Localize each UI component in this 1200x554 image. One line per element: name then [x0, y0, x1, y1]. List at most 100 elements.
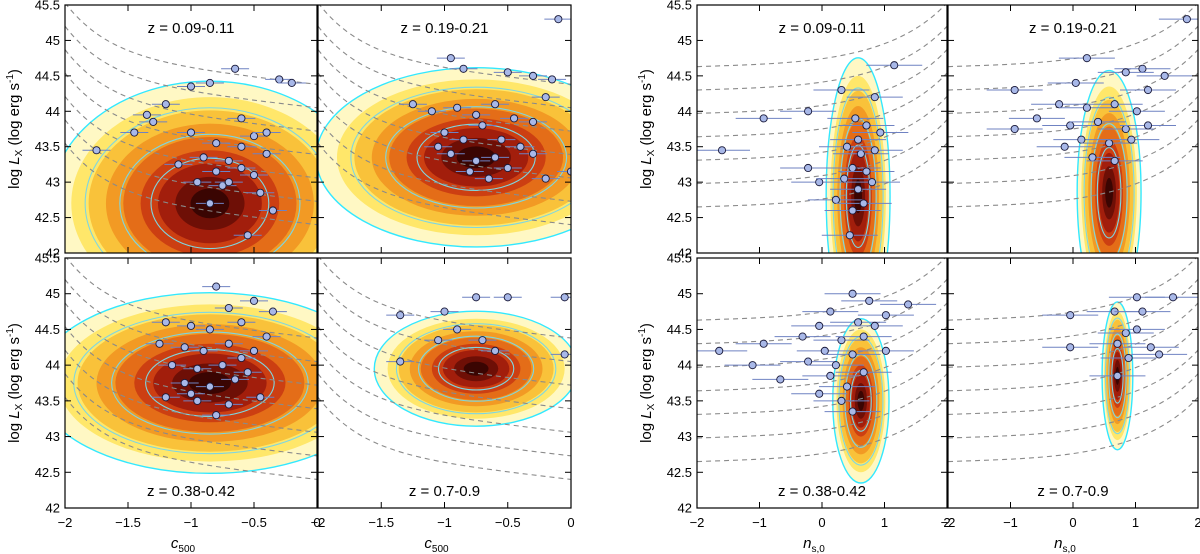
data-point — [820, 346, 829, 355]
y-tick-label: 43 — [46, 429, 60, 444]
y-tick-label: 42.5 — [35, 210, 60, 225]
y-tick-label: 43.5 — [667, 393, 692, 408]
selection-curve — [318, 49, 571, 132]
data-point — [845, 231, 854, 240]
data-point — [859, 199, 868, 208]
y-tick-label: 44 — [46, 358, 60, 373]
y-tick-label: 45.5 — [667, 251, 692, 266]
plot-area — [948, 258, 1198, 463]
data-point — [541, 93, 550, 102]
data-point — [859, 332, 868, 341]
data-point — [205, 382, 214, 391]
data-point — [831, 195, 840, 204]
data-point — [168, 361, 177, 370]
data-point — [396, 357, 405, 366]
data-point — [193, 178, 202, 187]
data-point — [446, 149, 455, 158]
y-tick-label: 43.5 — [35, 393, 60, 408]
data-point — [1121, 124, 1130, 134]
data-point — [149, 117, 158, 126]
data-point — [842, 142, 852, 151]
data-point — [212, 282, 221, 291]
data-point — [1010, 85, 1019, 95]
density-contour — [395, 323, 557, 415]
selection-curve — [318, 326, 571, 410]
density-contour — [1083, 96, 1135, 253]
y-tick-label: 44 — [678, 358, 692, 373]
data-point — [484, 174, 493, 183]
data-point — [717, 146, 727, 155]
y-tick-label: 43.5 — [35, 139, 60, 154]
data-point — [224, 339, 233, 348]
selection-curve — [948, 373, 1198, 439]
density-contour — [350, 86, 571, 229]
data-point — [547, 75, 557, 84]
panel-frame — [696, 257, 948, 509]
selection-curve — [65, 96, 317, 179]
selection-curve — [65, 49, 317, 132]
data-point — [1127, 135, 1136, 144]
data-point — [180, 343, 189, 352]
density-contour — [119, 133, 301, 253]
data-point — [193, 396, 202, 405]
selection-curve — [697, 119, 947, 185]
plot-area — [65, 258, 317, 480]
data-point — [1060, 142, 1069, 151]
data-point — [186, 389, 196, 398]
data-point — [560, 293, 569, 302]
density-contour — [150, 157, 270, 250]
data-point — [854, 185, 863, 194]
x-tick-label: 1 — [881, 515, 888, 530]
selection-curve — [948, 326, 1198, 392]
y-tick-label: 44.5 — [667, 322, 692, 337]
data-point — [186, 82, 196, 91]
data-point — [205, 199, 214, 208]
x-tick-label: −1.5 — [115, 515, 141, 530]
data-point — [408, 100, 417, 109]
data-point — [199, 346, 208, 355]
density-contour — [318, 67, 571, 248]
x-tick-label: 0 — [818, 515, 825, 530]
data-point — [776, 375, 785, 384]
y-tick-label: 42.5 — [35, 465, 60, 480]
selection-curve — [65, 142, 317, 226]
data-point — [503, 68, 512, 77]
y-axis-label: log LX (log erg s-1) — [5, 69, 25, 189]
data-point — [205, 325, 214, 334]
density-contour — [373, 310, 571, 427]
density-contour — [84, 107, 317, 253]
data-point — [529, 149, 538, 158]
panel-right-bottom-left: −2 −1 0 1 2 42 42.5 43 43.5 44 44.5 45 45.5 z = 0.38-… — [637, 251, 951, 554]
data-point — [491, 153, 500, 162]
y-tick-label: 42.5 — [667, 210, 692, 225]
data-point — [890, 61, 899, 70]
data-point — [268, 206, 277, 215]
density-contour — [1090, 123, 1128, 253]
data-point — [193, 364, 202, 373]
x-tick-label: −2 — [941, 515, 956, 530]
data-point — [837, 336, 846, 345]
data-point — [256, 393, 265, 402]
selection-curve — [697, 5, 946, 68]
selection-curve — [948, 396, 1198, 463]
selection-curve — [66, 258, 317, 339]
data-point — [440, 307, 449, 316]
data-point — [161, 318, 170, 327]
data-point — [759, 114, 768, 123]
data-point — [186, 128, 196, 137]
x-tick-label: 2 — [943, 515, 950, 530]
data-point — [212, 411, 221, 420]
density-contour — [416, 123, 536, 192]
panel-left-top-left: 42 42.5 43 43.5 44 44.5 45 45.5 z = 0.09-0.11 log… — [5, 0, 318, 261]
redshift-label: z = 0.7-0.9 — [1037, 483, 1108, 500]
y-tick-label: 43 — [46, 175, 60, 190]
data-point — [142, 110, 151, 119]
data-point — [815, 321, 824, 330]
data-point — [287, 78, 296, 87]
data-point — [237, 114, 246, 123]
data-point — [854, 135, 863, 144]
data-point — [1113, 371, 1122, 380]
data-point — [848, 163, 857, 173]
data-point — [491, 100, 500, 109]
data-point — [256, 188, 265, 197]
